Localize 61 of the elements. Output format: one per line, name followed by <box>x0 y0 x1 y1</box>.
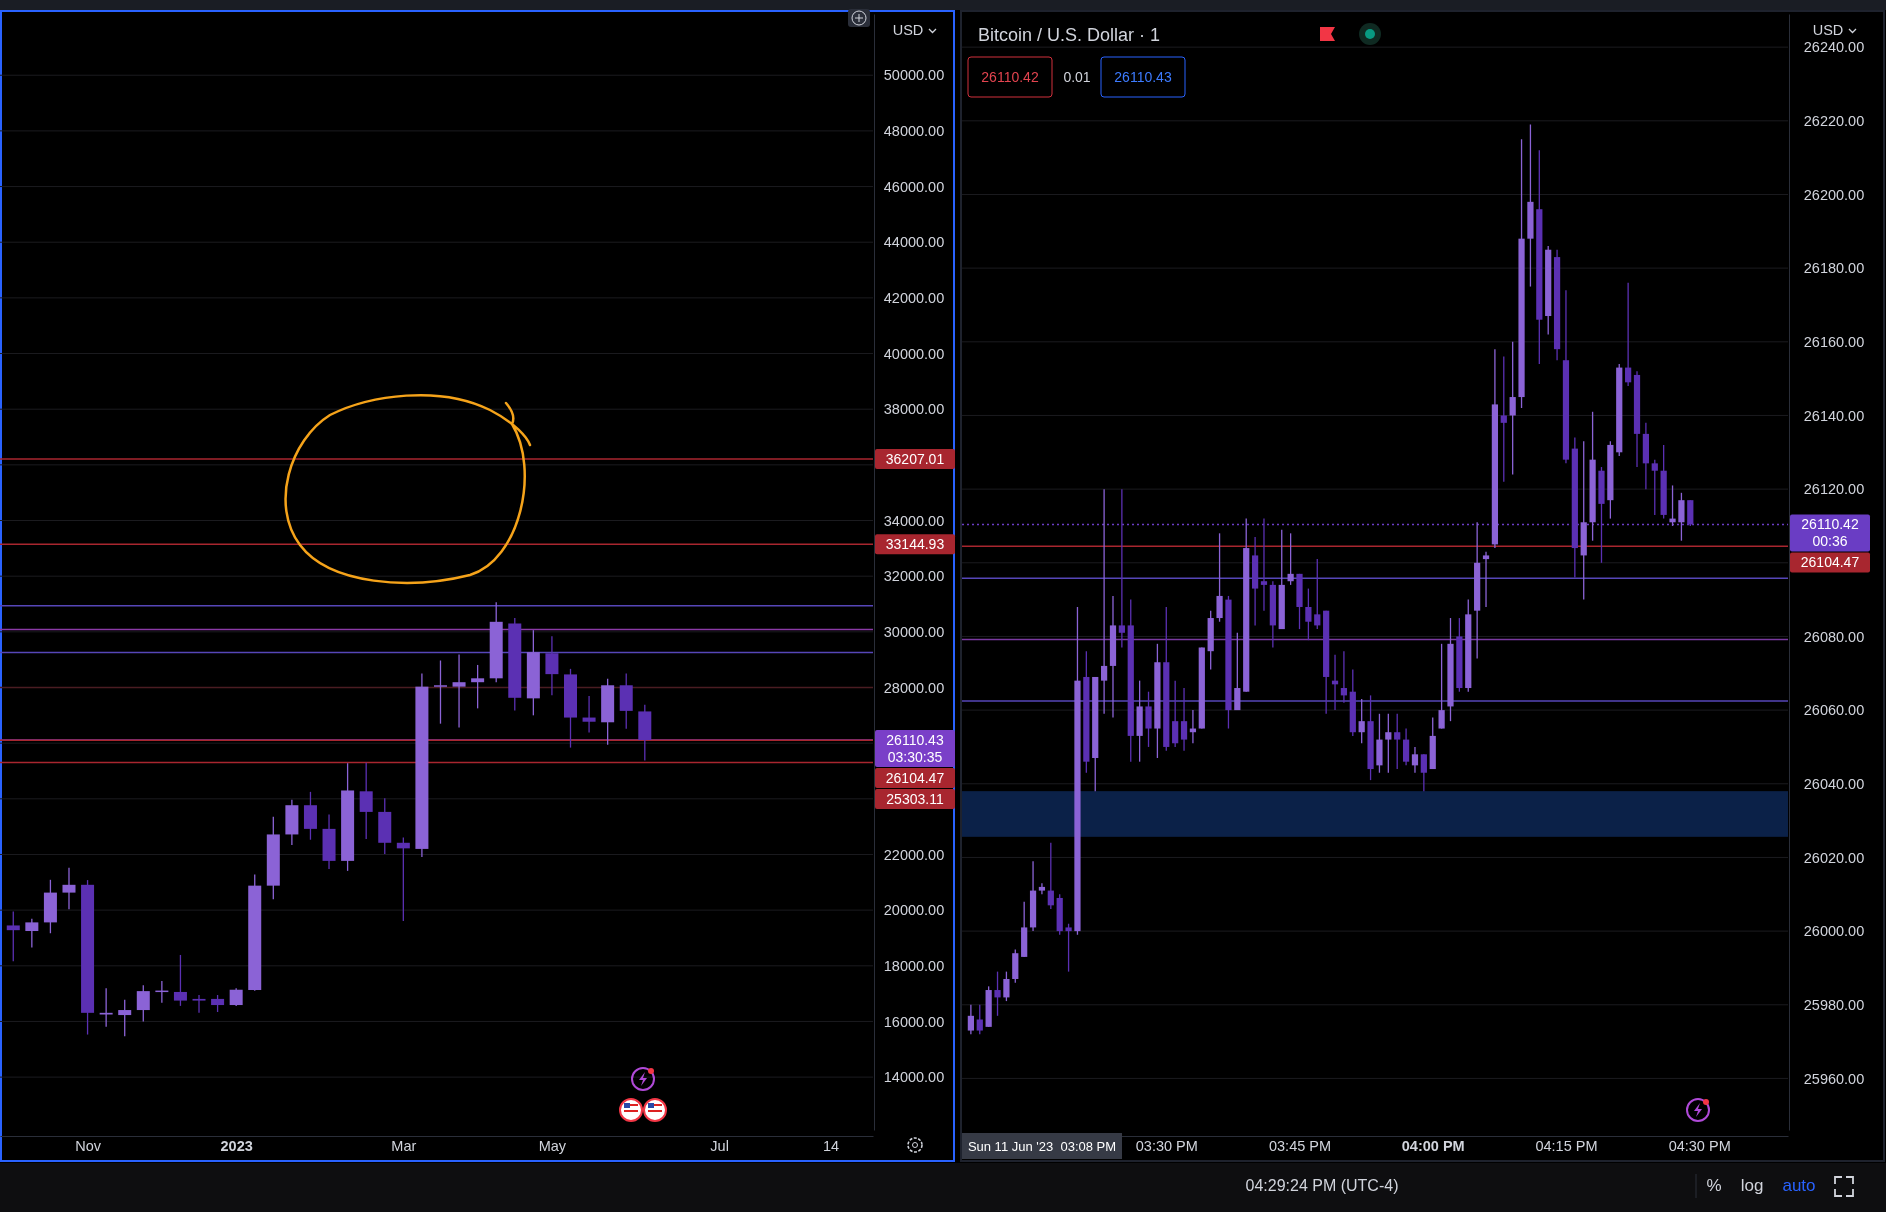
y-tick-label: 14000.00 <box>883 1069 945 1086</box>
y-tick-label: 50000.00 <box>883 67 945 84</box>
y-tick-label: 48000.00 <box>883 123 945 140</box>
y-tick-label: 40000.00 <box>883 345 945 362</box>
x-tick-label: Jul <box>710 1137 729 1154</box>
x-tick-label: Nov <box>75 1137 102 1154</box>
text: Bitcoin / U.S. Dollar · 1 <box>978 25 1161 45</box>
y-tick-label: 16000.00 <box>883 1013 945 1030</box>
y-tick-label: 26060.00 <box>1803 702 1865 719</box>
y-tick-label: 26180.00 <box>1803 260 1865 277</box>
y-axis-title: USD <box>1812 22 1844 38</box>
y-tick-label: 26080.00 <box>1803 628 1865 645</box>
y-tick-label: 26120.00 <box>1803 481 1865 498</box>
ref-line-label: 26104.47 <box>1800 554 1860 571</box>
x-tick-label: 03:30 PM <box>1135 1137 1198 1154</box>
y-tick-label: 44000.00 <box>883 234 945 251</box>
y-tick-label: 18000.00 <box>883 957 945 974</box>
x-tick-label: 03:45 PM <box>1268 1137 1332 1154</box>
y-tick-label: 26020.00 <box>1803 849 1865 866</box>
y-tick-label: 28000.00 <box>883 679 945 696</box>
ref-line-label: 26104.47 <box>885 770 945 787</box>
y-tick-label: 30000.00 <box>883 623 945 640</box>
x-tick-label: 04:00 PM <box>1401 1137 1465 1154</box>
y-axis-title: USD <box>892 22 924 38</box>
text: 04:29:24 PM (UTC-4) <box>1245 1177 1399 1194</box>
ref-line-label: 26110.43 <box>886 732 944 749</box>
text: auto <box>1782 1176 1816 1195</box>
y-tick-label: 22000.00 <box>883 846 945 863</box>
text: 00:36 <box>1812 533 1848 550</box>
y-tick-label: 26220.00 <box>1803 112 1865 129</box>
ref-line-label: 36207.01 <box>885 451 945 468</box>
y-tick-label: 20000.00 <box>883 902 945 919</box>
y-tick-label: 26160.00 <box>1803 333 1865 350</box>
text: log <box>1740 1176 1764 1195</box>
text: 03:30:35 <box>887 749 943 766</box>
y-tick-label: 34000.00 <box>883 512 945 529</box>
text: % <box>1706 1176 1722 1195</box>
y-tick-label: 32000.00 <box>883 568 945 585</box>
ref-line-label: 26110.42 <box>1801 516 1859 533</box>
y-tick-label: 46000.00 <box>883 178 945 195</box>
y-tick-label: 25960.00 <box>1803 1070 1865 1087</box>
x-tick-label: 2023 <box>220 1137 253 1154</box>
text: Sun 11 Jun '23 03:08 PM <box>967 1139 1117 1154</box>
x-tick-label: 04:30 PM <box>1668 1137 1731 1154</box>
y-tick-label: 26000.00 <box>1803 923 1865 940</box>
annotation: 26110.42 <box>981 69 1039 85</box>
ref-line-label: 25303.11 <box>886 791 944 808</box>
y-tick-label: 38000.00 <box>883 401 945 418</box>
y-tick-label: 42000.00 <box>883 290 945 307</box>
x-tick-label: 14 <box>822 1137 840 1154</box>
x-tick-label: Mar <box>391 1137 417 1154</box>
x-tick-label: 04:15 PM <box>1535 1137 1598 1154</box>
y-tick-label: 25980.00 <box>1803 996 1865 1013</box>
y-tick-label: 26240.00 <box>1803 39 1865 56</box>
x-tick-label: May <box>538 1137 567 1154</box>
y-tick-label: 26200.00 <box>1803 186 1865 203</box>
y-tick-label: 26140.00 <box>1803 407 1865 424</box>
annotation: 0.01 <box>1063 69 1091 85</box>
ref-line-label: 33144.93 <box>885 536 945 553</box>
y-tick-label: 26040.00 <box>1803 775 1865 792</box>
annotation: 26110.43 <box>1114 69 1172 85</box>
